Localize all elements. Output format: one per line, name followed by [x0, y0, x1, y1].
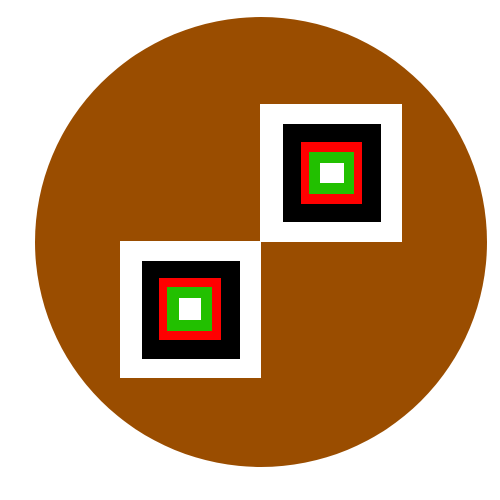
upper-right-emblem [260, 104, 402, 242]
upper-right-white-core [320, 163, 344, 183]
lower-left-white-core [179, 298, 201, 320]
lower-left-emblem [120, 241, 261, 378]
